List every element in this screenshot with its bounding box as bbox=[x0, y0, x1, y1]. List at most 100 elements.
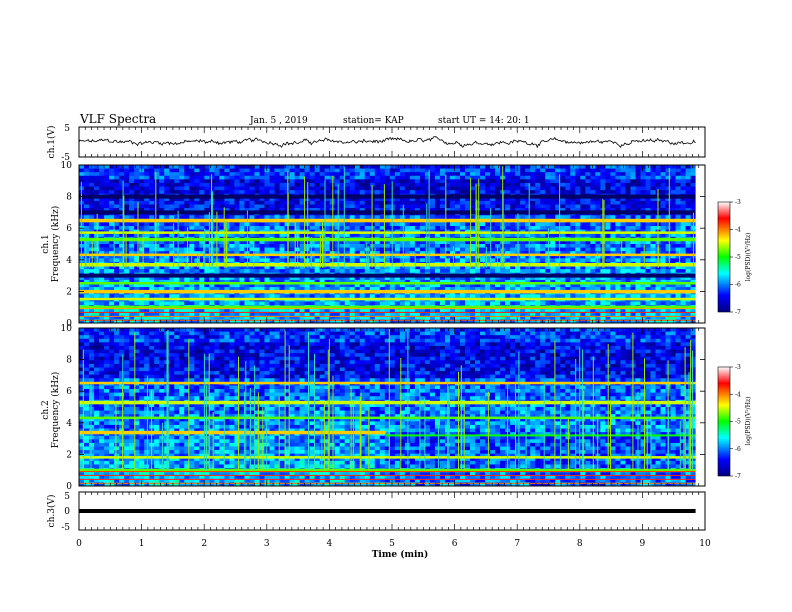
spectrogram-cell bbox=[284, 190, 290, 195]
spectrogram-cell bbox=[590, 175, 596, 180]
spectrogram-cell bbox=[660, 251, 666, 256]
spectrogram-cell bbox=[635, 269, 641, 274]
spectrogram-cell bbox=[139, 172, 145, 177]
spectrogram-cell bbox=[364, 276, 371, 281]
spectrogram-cell bbox=[384, 172, 391, 177]
spectrogram-cell bbox=[179, 179, 185, 184]
spectrogram-cell bbox=[389, 301, 396, 306]
spectrogram-cell bbox=[575, 186, 581, 191]
spectrogram-cell bbox=[309, 265, 316, 270]
spectrogram-cell bbox=[665, 179, 671, 184]
spectrogram-cell bbox=[114, 182, 120, 187]
spectrogram-cell bbox=[610, 208, 616, 213]
spectrogram-cell bbox=[114, 276, 120, 281]
spectrogram-cell bbox=[224, 172, 230, 177]
spectrogram-cell bbox=[104, 175, 110, 180]
spectrogram-cell bbox=[349, 294, 356, 299]
spectrogram-cell bbox=[339, 222, 346, 227]
spectrogram-cell bbox=[525, 226, 531, 231]
spectrogram-cell bbox=[219, 301, 225, 306]
ch1-waveform-panel: 5 -5 ch.1(V) bbox=[46, 124, 706, 163]
spectrogram-cell bbox=[470, 182, 476, 187]
spectrogram-cell bbox=[89, 172, 95, 177]
spectrogram-cell bbox=[309, 269, 316, 274]
spectrogram-cell bbox=[229, 172, 235, 177]
spectrogram-cell bbox=[279, 182, 285, 187]
spectrogram-cell bbox=[510, 287, 516, 292]
spectrogram-cell bbox=[475, 240, 481, 245]
spectrogram-cell bbox=[540, 215, 546, 220]
spectrogram-cell bbox=[369, 175, 376, 180]
spectrogram-cell bbox=[575, 168, 581, 173]
spectrogram-cell bbox=[600, 301, 606, 306]
spectrogram-cell bbox=[610, 168, 616, 173]
spectrogram-cell bbox=[139, 247, 145, 252]
spectrogram-cell bbox=[545, 301, 551, 306]
spectrogram-cell bbox=[134, 269, 140, 274]
spectrogram-cell bbox=[490, 240, 496, 245]
spectrogram-cell bbox=[254, 190, 260, 195]
spectrogram-cell bbox=[590, 276, 596, 281]
spectrogram-cell bbox=[254, 294, 260, 299]
spectrogram-cell bbox=[144, 258, 150, 263]
spectrogram-cell bbox=[630, 200, 636, 205]
spectrogram-cell bbox=[434, 294, 441, 299]
spectrogram-cell bbox=[249, 197, 255, 202]
spectrogram-cell bbox=[374, 244, 381, 248]
spectrogram-cell bbox=[359, 254, 366, 259]
spectrogram-cell bbox=[605, 283, 611, 288]
spectrogram-cell bbox=[595, 165, 601, 169]
spectrogram-cell bbox=[214, 276, 220, 281]
spectrogram-cell bbox=[164, 208, 170, 213]
spectrogram-cell bbox=[645, 204, 651, 209]
spectrogram-cell bbox=[284, 265, 290, 270]
spectrogram-cell bbox=[89, 301, 95, 306]
spectrogram-cell bbox=[434, 204, 441, 209]
spectrogram-cell bbox=[459, 258, 466, 263]
spectrogram-cell bbox=[204, 200, 210, 205]
spectrogram-cell bbox=[444, 287, 451, 292]
spectrogram-cell bbox=[114, 265, 120, 270]
spectrogram-cell bbox=[219, 204, 225, 209]
spectrogram-cell bbox=[109, 226, 115, 231]
spectrogram-cell bbox=[139, 265, 145, 270]
spectrogram-cell bbox=[590, 301, 596, 306]
spectrogram-cell bbox=[199, 200, 205, 205]
spectrogram-cell bbox=[590, 182, 596, 187]
spectrogram-cell bbox=[620, 175, 626, 180]
spectrogram-cell bbox=[299, 308, 305, 313]
spectrogram-cell bbox=[234, 308, 240, 313]
spectrogram-cell bbox=[189, 226, 195, 231]
spectrogram-cell bbox=[184, 276, 190, 281]
spectrogram-cell bbox=[399, 182, 406, 187]
spectrogram-cell bbox=[560, 215, 566, 220]
spectrogram-cell bbox=[269, 308, 275, 313]
spectrogram-cell bbox=[485, 269, 491, 274]
spectrogram-cell bbox=[610, 233, 616, 238]
spectrogram-cell bbox=[470, 215, 476, 220]
spectrogram-cell bbox=[164, 247, 170, 252]
spectrogram-cell bbox=[119, 215, 125, 220]
spectrogram-cell bbox=[630, 240, 636, 245]
spectrogram-cell bbox=[264, 294, 270, 299]
spectrogram-cell bbox=[670, 226, 676, 231]
spectrogram-cell bbox=[439, 208, 446, 213]
spectrogram-cell bbox=[349, 172, 356, 177]
spectrogram-cell bbox=[359, 258, 366, 263]
spectrogram-cell bbox=[605, 294, 611, 299]
spectrogram-cell bbox=[324, 190, 331, 195]
spectrogram-cell bbox=[124, 200, 130, 205]
spectrogram-cell bbox=[349, 200, 356, 205]
spectrogram-cell bbox=[244, 197, 250, 202]
spectrogram-cell bbox=[459, 197, 466, 202]
spectrogram-cell bbox=[560, 168, 566, 173]
spectrogram-cell bbox=[364, 240, 371, 245]
spectrogram-cell bbox=[339, 287, 346, 292]
spectrogram-cell bbox=[444, 172, 451, 177]
spectrogram-cell bbox=[615, 215, 621, 220]
spectrogram-cell bbox=[194, 294, 200, 299]
spectrogram-cell bbox=[239, 182, 245, 187]
spectrogram-cell bbox=[585, 204, 591, 209]
spectrogram-cell bbox=[444, 200, 451, 205]
spectrogram-cell bbox=[194, 265, 200, 270]
